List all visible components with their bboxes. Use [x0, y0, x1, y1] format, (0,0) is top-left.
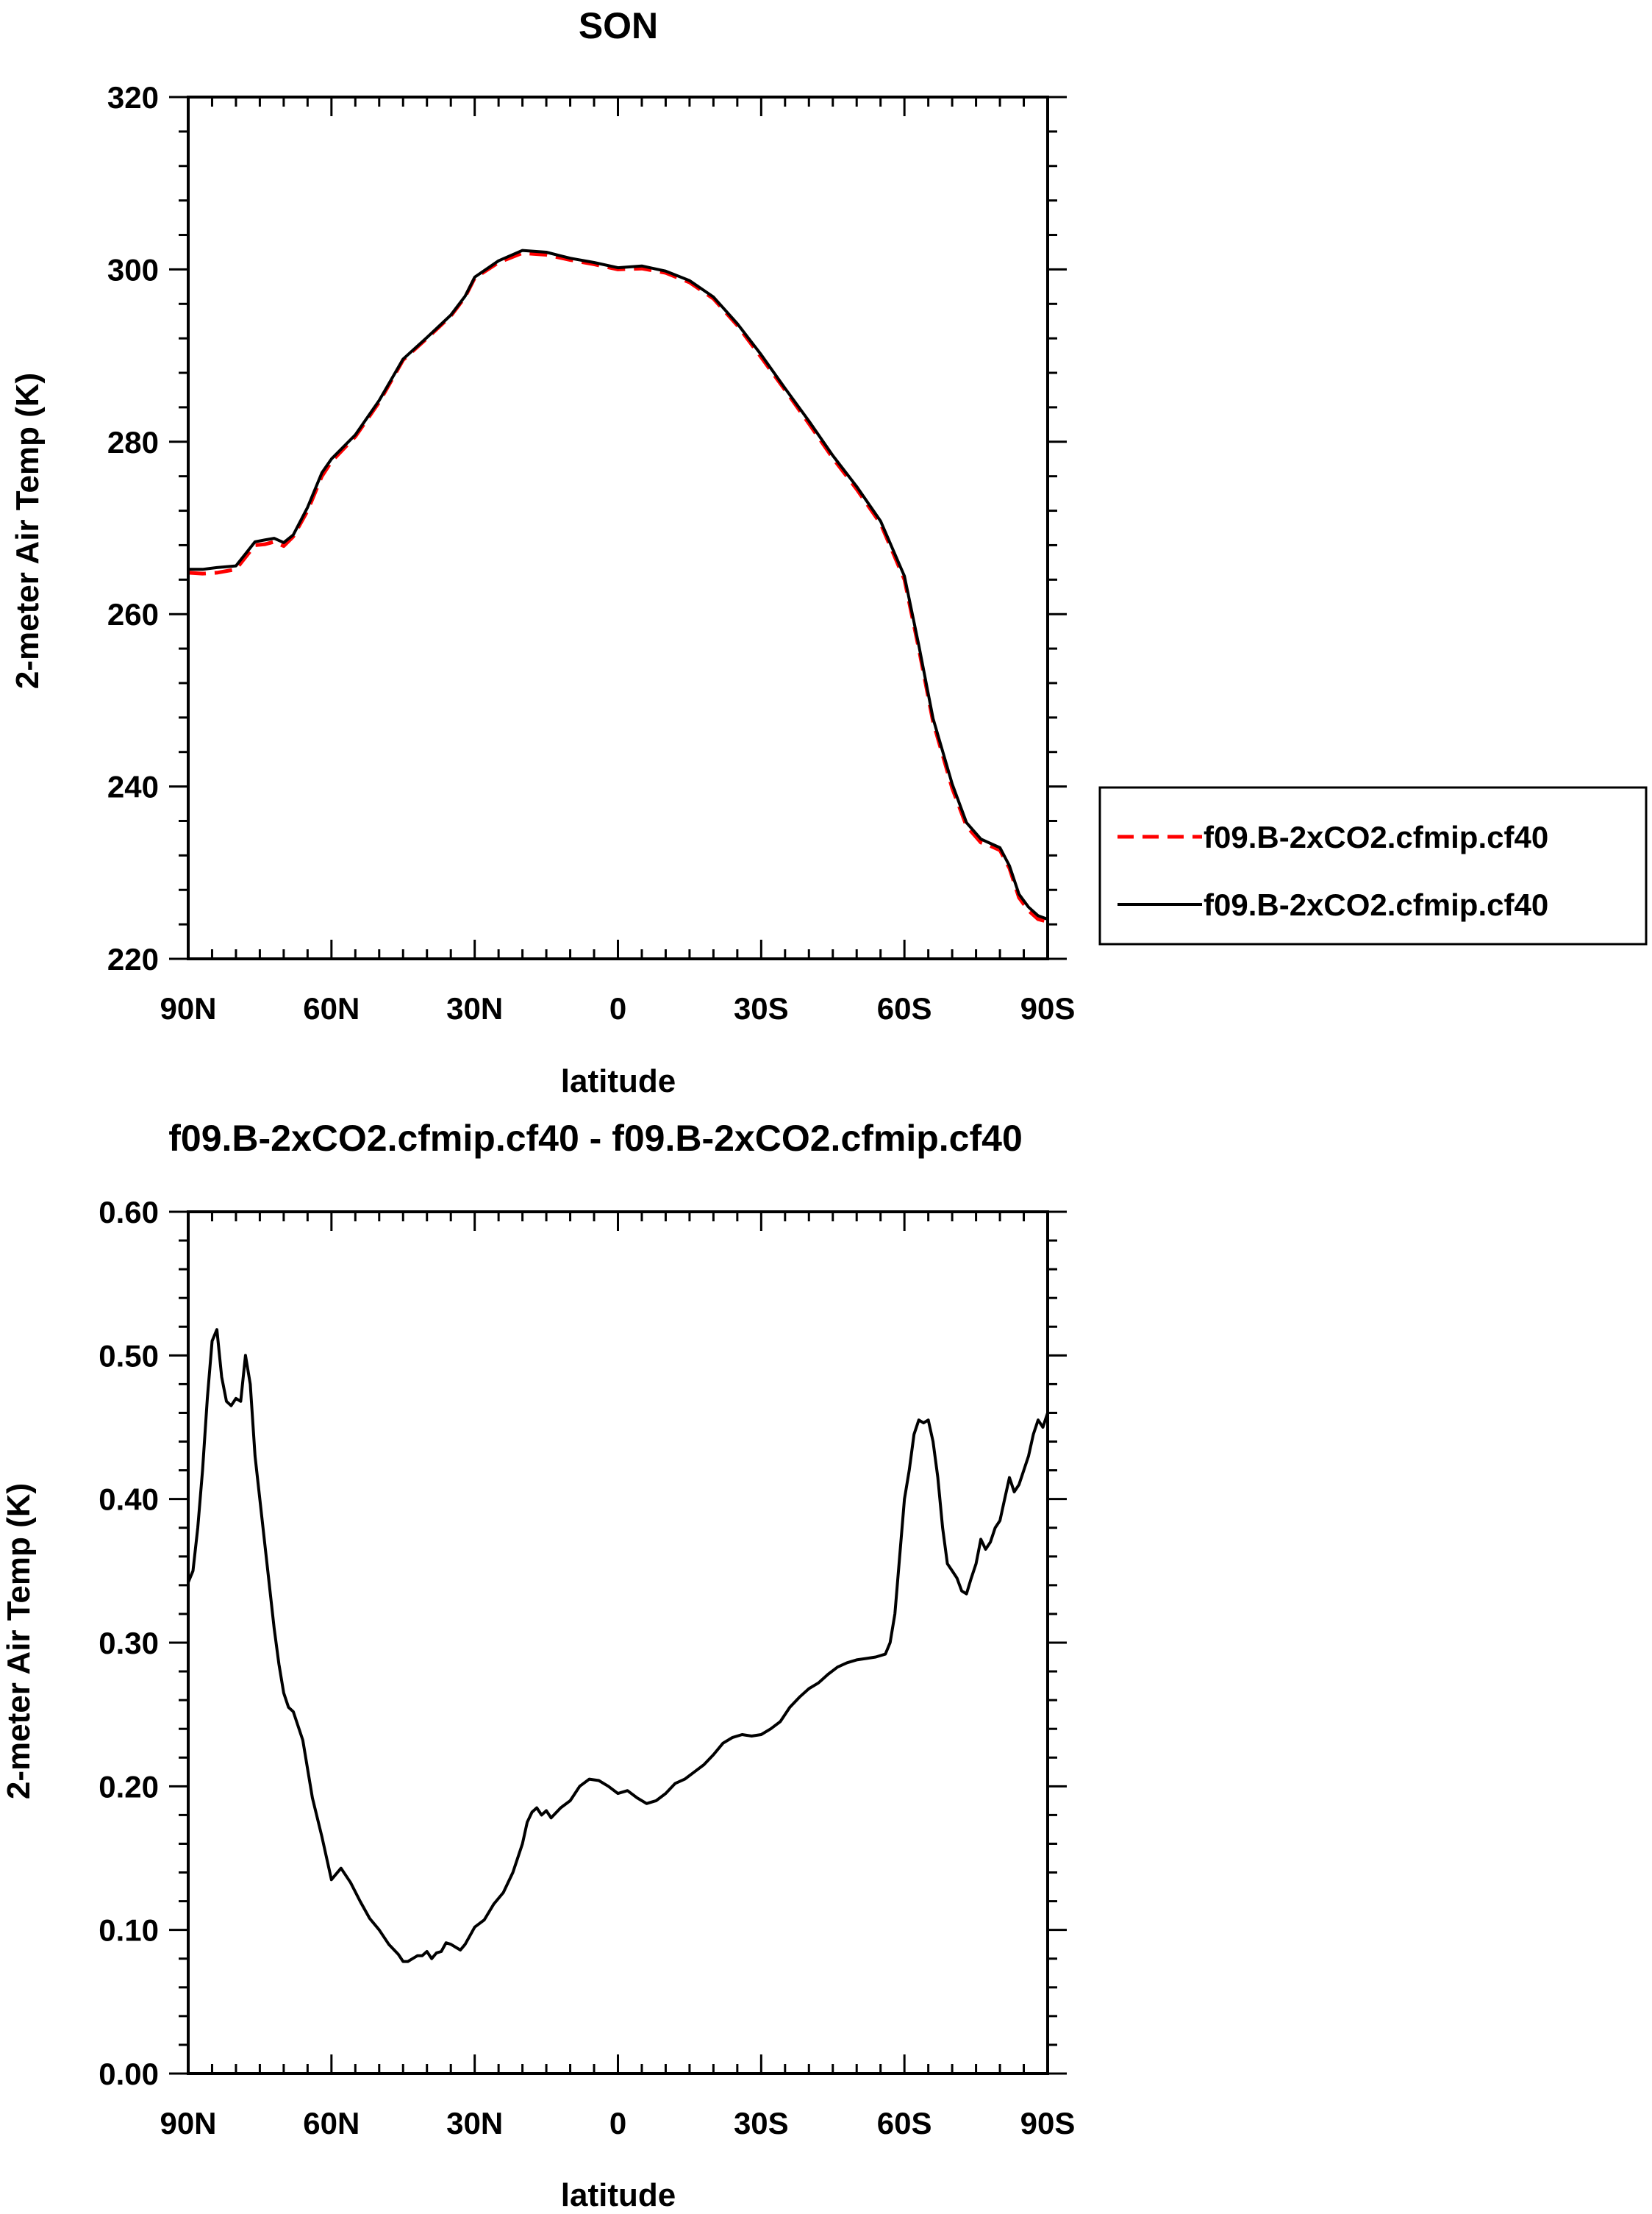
- x-tick-label: 90N: [160, 991, 216, 1026]
- y-tick-label: 320: [107, 80, 159, 115]
- x-tick-label: 30N: [446, 2106, 503, 2140]
- x-tick-label: 60N: [303, 2106, 360, 2140]
- axis-ticks: [169, 1210, 1067, 2075]
- y-tick-label: 240: [107, 770, 159, 804]
- x-tick-label: 90S: [1020, 991, 1076, 1026]
- legend-label: f09.B-2xCO2.cfmip.cf40: [1204, 820, 1548, 854]
- x-axis-label: latitude: [561, 2177, 676, 2213]
- y-tick-label: 220: [107, 942, 159, 976]
- x-tick-labels: 90N 60N 30N 0 30S 60S 90S: [160, 2106, 1075, 2140]
- x-tick-label: 60N: [303, 991, 360, 1026]
- x-tick-label: 0: [609, 2106, 626, 2140]
- x-tick-label: 30S: [734, 991, 789, 1026]
- x-tick-label: 30N: [446, 991, 503, 1026]
- y-tick-label: 260: [107, 597, 159, 632]
- x-axis-label: latitude: [561, 1063, 676, 1099]
- y-tick-labels: 220 240 260 280 300 320: [107, 80, 159, 976]
- y-tick-label: 0.40: [99, 1482, 159, 1517]
- y-axis-label: 2-meter Air Temp (K): [1, 1483, 37, 1799]
- y-tick-label: 0.20: [99, 1769, 159, 1804]
- plot-marks: [187, 1328, 1049, 1963]
- temperature-chart: SON 90N 60N 30N 0 30S 60S 90S 220 240 260 280 300 3…: [10, 5, 1648, 1099]
- series-line: [187, 251, 1048, 924]
- y-tick-labels: 0.00 0.10 0.20 0.30 0.40 0.50 0.60: [99, 1195, 159, 2091]
- y-tick-label: 0.50: [99, 1338, 159, 1373]
- plot-frame: [187, 1210, 1049, 2075]
- axis-ticks: [169, 96, 1067, 960]
- x-tick-label: 60S: [877, 2106, 932, 2140]
- chart-title: SON: [579, 5, 658, 46]
- y-tick-label: 0.30: [99, 1626, 159, 1660]
- plot-frame: [187, 96, 1049, 960]
- y-axis-label: 2-meter Air Temp (K): [10, 373, 46, 689]
- y-tick-label: 300: [107, 252, 159, 287]
- x-tick-label: 0: [609, 991, 626, 1026]
- difference-chart: f09.B-2xCO2.cfmip.cf40 - f09.B-2xCO2.cfm…: [1, 1118, 1075, 2213]
- x-tick-label: 90N: [160, 2106, 216, 2140]
- x-tick-labels: 90N 60N 30N 0 30S 60S 90S: [160, 991, 1075, 1026]
- legend-box: [1098, 786, 1648, 946]
- x-tick-label: 30S: [734, 2106, 789, 2140]
- series-line: [187, 1328, 1049, 1963]
- legend: f09.B-2xCO2.cfmip.cf40 f09.B-2xCO2.cfmip…: [1098, 786, 1648, 946]
- plot-marks: [187, 249, 1048, 924]
- x-tick-label: 60S: [877, 991, 932, 1026]
- series-line: [188, 249, 1048, 921]
- y-tick-label: 0.00: [99, 2057, 159, 2091]
- y-tick-label: 0.60: [99, 1195, 159, 1229]
- y-tick-label: 280: [107, 425, 159, 460]
- legend-label: f09.B-2xCO2.cfmip.cf40: [1204, 888, 1548, 922]
- chart-title: f09.B-2xCO2.cfmip.cf40 - f09.B-2xCO2.cfm…: [168, 1118, 1023, 1159]
- y-tick-label: 0.10: [99, 1913, 159, 1948]
- x-tick-label: 90S: [1020, 2106, 1076, 2140]
